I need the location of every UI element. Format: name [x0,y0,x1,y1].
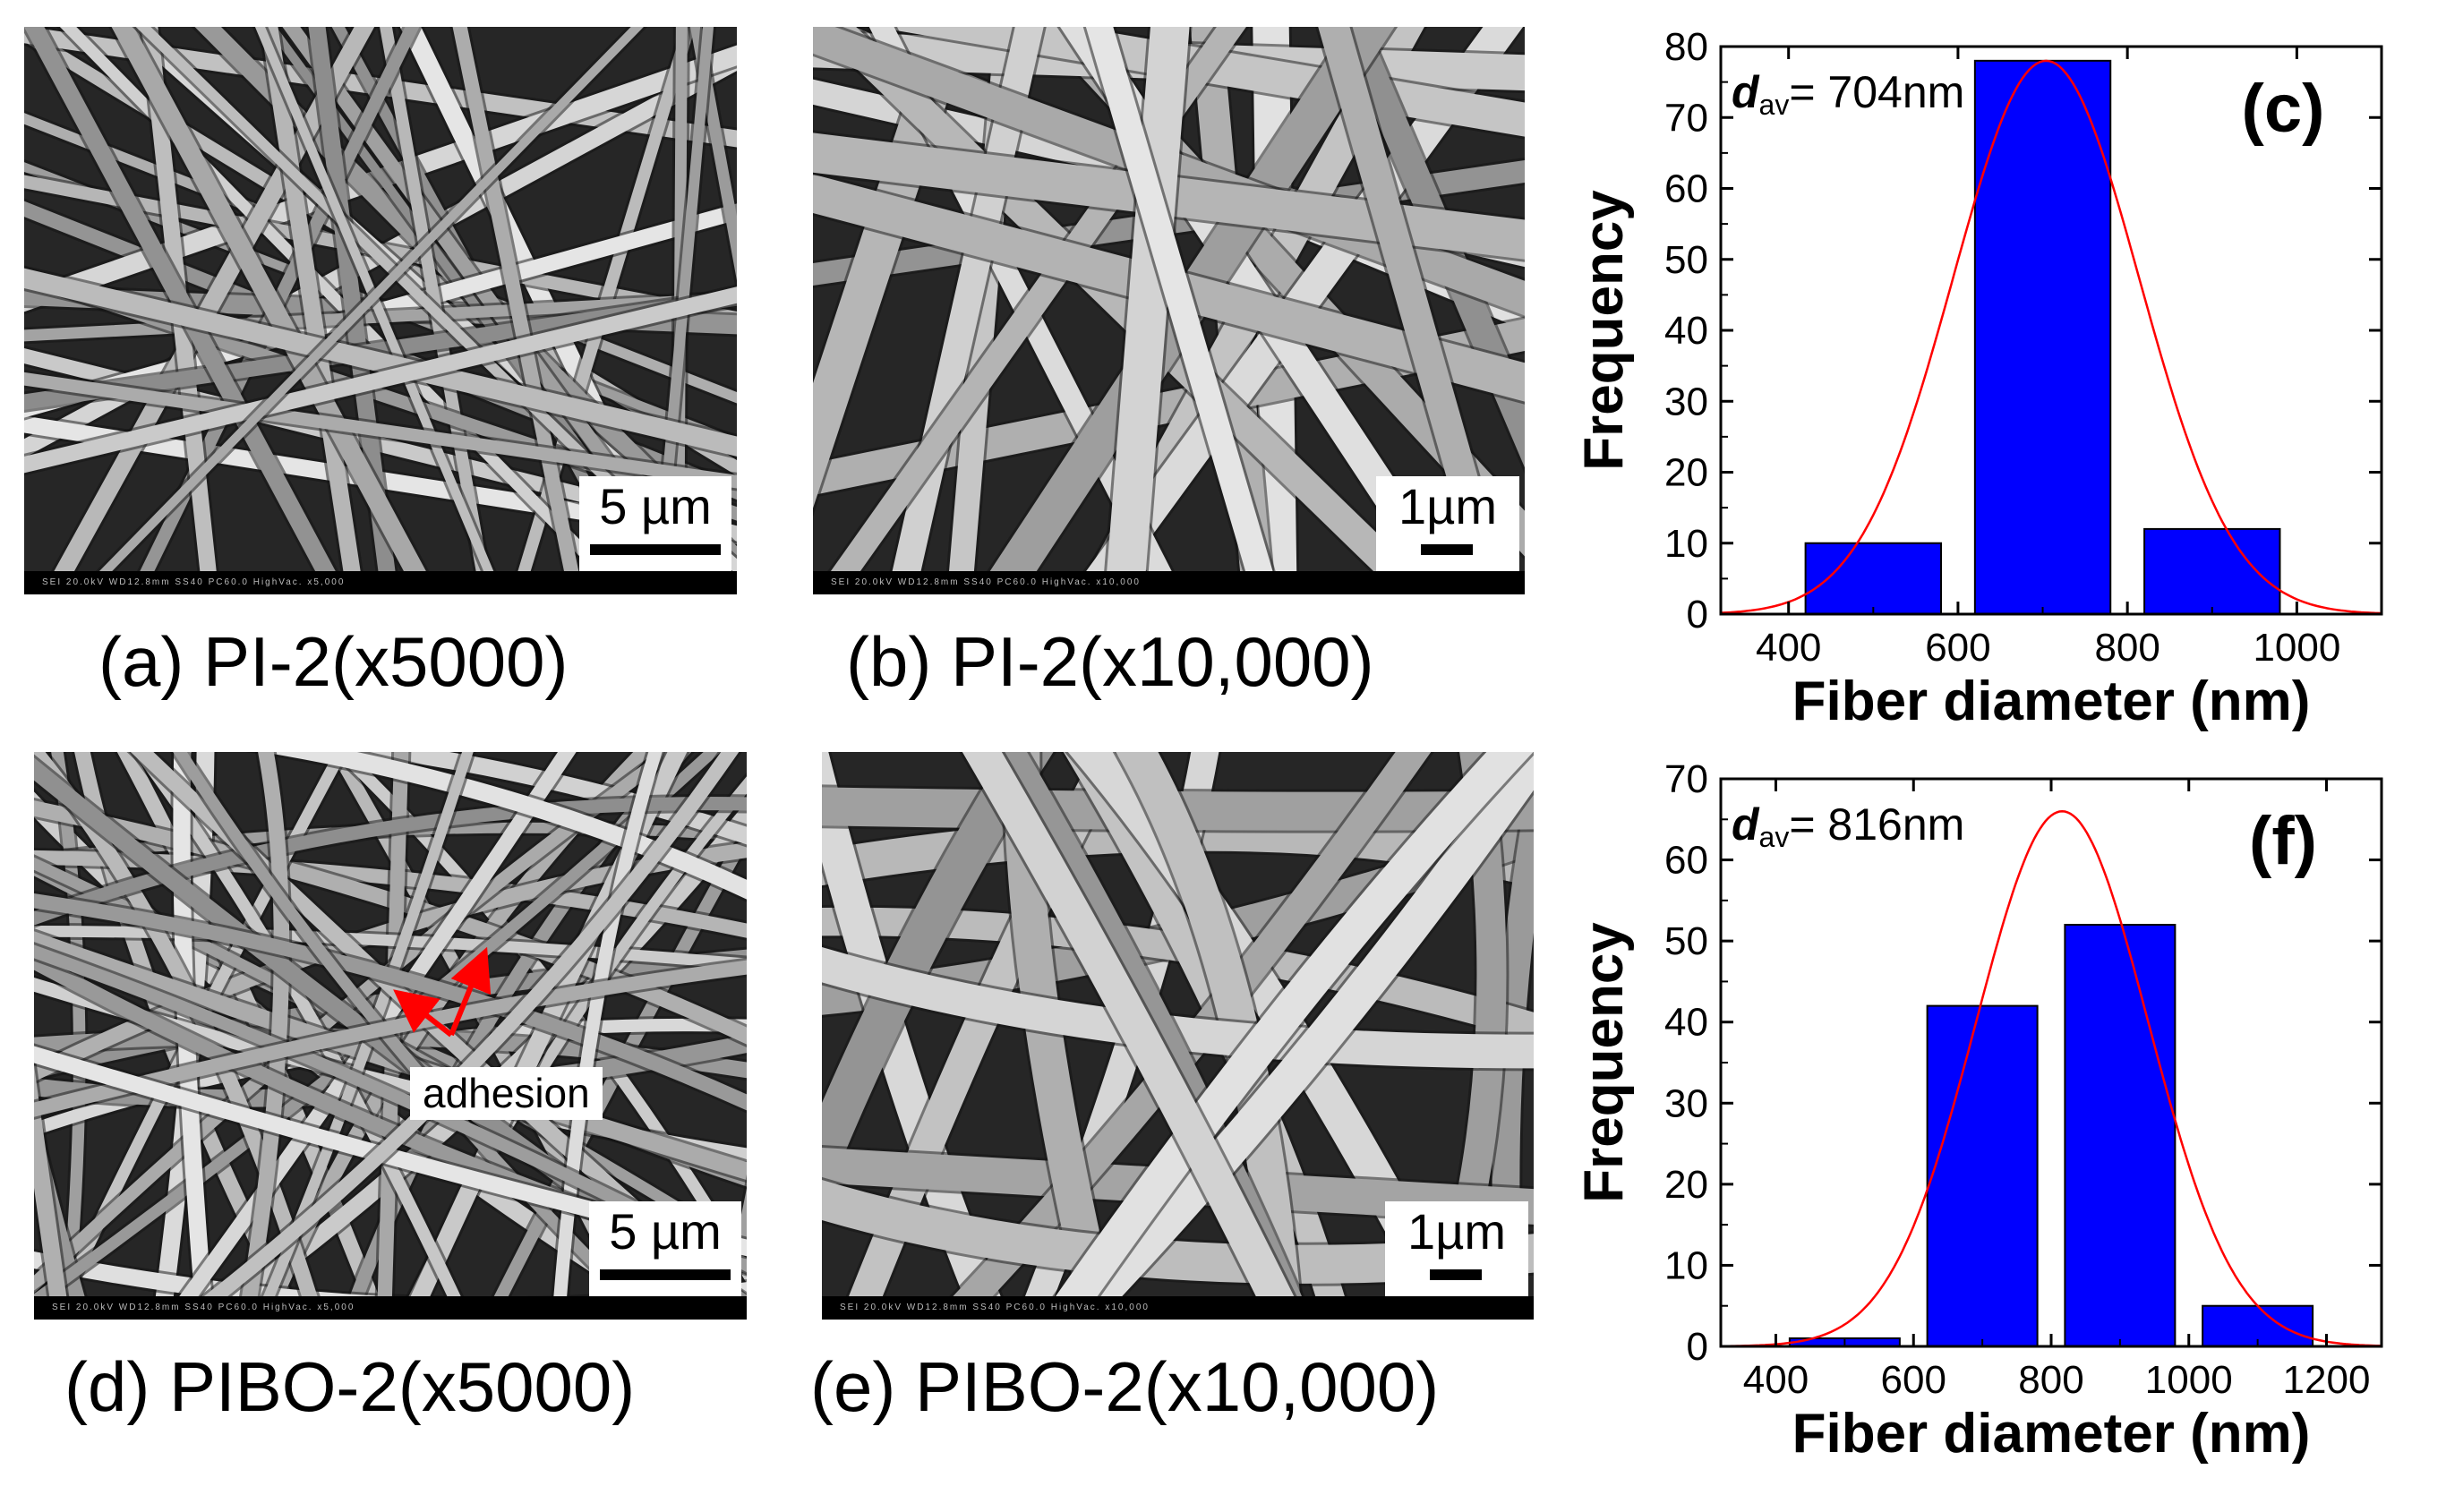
x-tick-label-4: 1200 [2283,1358,2371,1402]
y-tick-label-0: 0 [1687,1325,1708,1369]
caption-a: (a) PI-2(x5000) [98,622,569,701]
scale-text-a: 5 µm [599,478,712,534]
y-tick-label-5: 50 [1664,238,1708,282]
y-tick-label-1: 10 [1664,522,1708,566]
red-arrows [393,946,492,1038]
histogram-bar-2 [2143,527,2281,616]
scale-text-e: 1µm [1407,1203,1507,1260]
scale-text-d: 5 µm [609,1203,722,1260]
sem-info-strip-b: SEI 20.0kV WD12.8mm SS40 PC60.0 HighVac.… [813,571,1525,594]
fiber-texture [34,752,747,1296]
average-symbol: d [1732,799,1760,850]
histogram-bar-1 [1926,1004,2039,1347]
average-symbol: d [1732,67,1760,117]
x-tick-label-2: 800 [2094,626,2159,670]
average-value: = 816nm [1789,799,1964,850]
average-value: = 704nm [1789,67,1964,117]
histogram-bar-0 [1804,542,1942,615]
histogram-bar-2 [2064,924,2177,1347]
x-tick-label-3: 1000 [2253,626,2340,670]
y-tick-label-7: 70 [1664,96,1708,140]
y-tick-label-4: 40 [1664,309,1708,353]
x-tick-label-0: 400 [1743,1358,1809,1402]
average-diameter-label: dav= 816nm [1732,799,1964,853]
y-axis-label: Frequency [1573,190,1635,471]
y-tick-label-2: 20 [1664,451,1708,495]
scale-bar-b [1421,544,1473,555]
y-tick-label-4: 40 [1664,1001,1708,1045]
sem-image-d: SEI 20.0kV WD12.8mm SS40 PC60.0 HighVac.… [34,752,747,1320]
x-tick-label-0: 400 [1756,626,1821,670]
scale-label-e: 1µm [1385,1201,1528,1296]
scale-label-a: 5 µm [579,476,731,571]
scale-label-b: 1µm [1376,476,1519,571]
sem-info-strip-d: SEI 20.0kV WD12.8mm SS40 PC60.0 HighVac.… [34,1296,747,1320]
sem-info-strip-e: SEI 20.0kV WD12.8mm SS40 PC60.0 HighVac.… [822,1296,1534,1320]
histogram-bar-1 [1973,59,2112,616]
x-tick-label-2: 800 [2018,1358,2083,1402]
caption-d: (d) PIBO-2(x5000) [64,1347,636,1426]
panel-label: (c) [2242,71,2325,147]
gaussian-fit-curve [1720,59,2382,615]
arrow-left [393,989,453,1038]
y-tick-label-0: 0 [1687,593,1708,636]
x-axis-label: Fiber diameter (nm) [1792,671,2311,732]
scale-text-b: 1µm [1398,478,1498,534]
arrow-right [449,946,492,1037]
sem-image-e: SEI 20.0kV WD12.8mm SS40 PC60.0 HighVac.… [822,752,1534,1320]
average-subscript: av [1759,821,1790,853]
average-diameter-label: dav= 704nm [1732,67,1964,121]
x-tick-label-3: 1000 [2145,1358,2233,1402]
y-tick-label-7: 70 [1664,757,1708,801]
scale-bar-a [590,544,721,555]
caption-e: (e) PIBO-2(x10,000) [810,1347,1440,1426]
scale-label-d: 5 µm [589,1201,741,1296]
scale-bar-d [600,1269,731,1280]
x-tick-label-1: 600 [1925,626,1990,670]
annotation-adhesion: adhesion [410,1067,603,1120]
average-subscript: av [1759,89,1790,121]
y-tick-label-6: 60 [1664,839,1708,883]
panel-label: (f) [2249,803,2317,879]
gaussian-fit-curve [1720,809,2382,1348]
caption-b: (b) PI-2(x10,000) [846,622,1374,701]
y-tick-label-6: 60 [1664,167,1708,211]
scale-bar-e [1430,1269,1482,1280]
y-tick-label-8: 80 [1664,25,1708,69]
y-tick-label-5: 50 [1664,919,1708,963]
y-tick-label-1: 10 [1664,1243,1708,1287]
y-tick-label-3: 30 [1664,1081,1708,1125]
sem-image-b: SEI 20.0kV WD12.8mm SS40 PC60.0 HighVac.… [813,27,1525,594]
sem-image-a: SEI 20.0kV WD12.8mm SS40 PC60.0 HighVac.… [24,27,737,594]
x-tick-label-1: 600 [1881,1358,1946,1402]
x-axis-label: Fiber diameter (nm) [1792,1403,2311,1465]
sem-info-strip-a: SEI 20.0kV WD12.8mm SS40 PC60.0 HighVac.… [24,571,737,594]
y-axis-label: Frequency [1573,922,1635,1203]
y-tick-label-2: 20 [1664,1163,1708,1207]
y-tick-label-3: 30 [1664,380,1708,423]
